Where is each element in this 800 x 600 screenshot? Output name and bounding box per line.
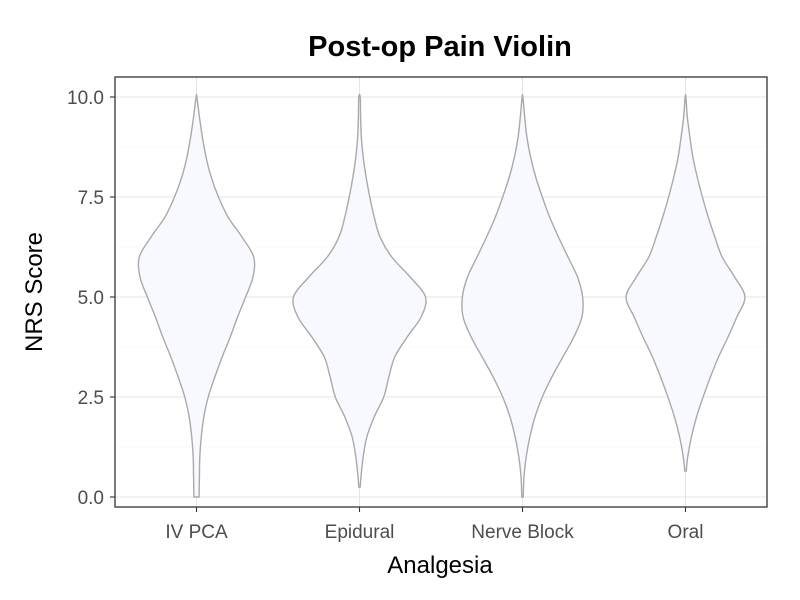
x-axis: IV PCA Epidural Nerve Block Oral <box>165 507 703 543</box>
violin-iv-pca <box>137 93 256 498</box>
y-tick-label: 10.0 <box>67 88 104 109</box>
x-tick-label: Oral <box>668 522 704 543</box>
violins <box>137 93 746 498</box>
x-axis-label: Analgesia <box>387 552 493 579</box>
x-tick-label: IV PCA <box>165 522 228 543</box>
violin-nerve-block <box>461 93 584 498</box>
violin-epidural <box>292 93 427 488</box>
x-tick-label: Nerve Block <box>471 522 574 543</box>
x-tick-label: Epidural <box>325 522 395 543</box>
y-tick-label: 5.0 <box>78 288 104 309</box>
y-tick-label: 7.5 <box>78 188 104 209</box>
violin-oral <box>625 93 746 472</box>
y-axis: 0.0 2.5 5.0 7.5 10.0 <box>67 88 115 509</box>
panel-border <box>114 76 768 508</box>
y-axis-label: NRS Score <box>21 232 48 352</box>
y-tick-label: 2.5 <box>78 388 104 409</box>
y-tick-label: 0.0 <box>78 488 104 509</box>
chart-title: Post-op Pain Violin <box>308 31 572 63</box>
